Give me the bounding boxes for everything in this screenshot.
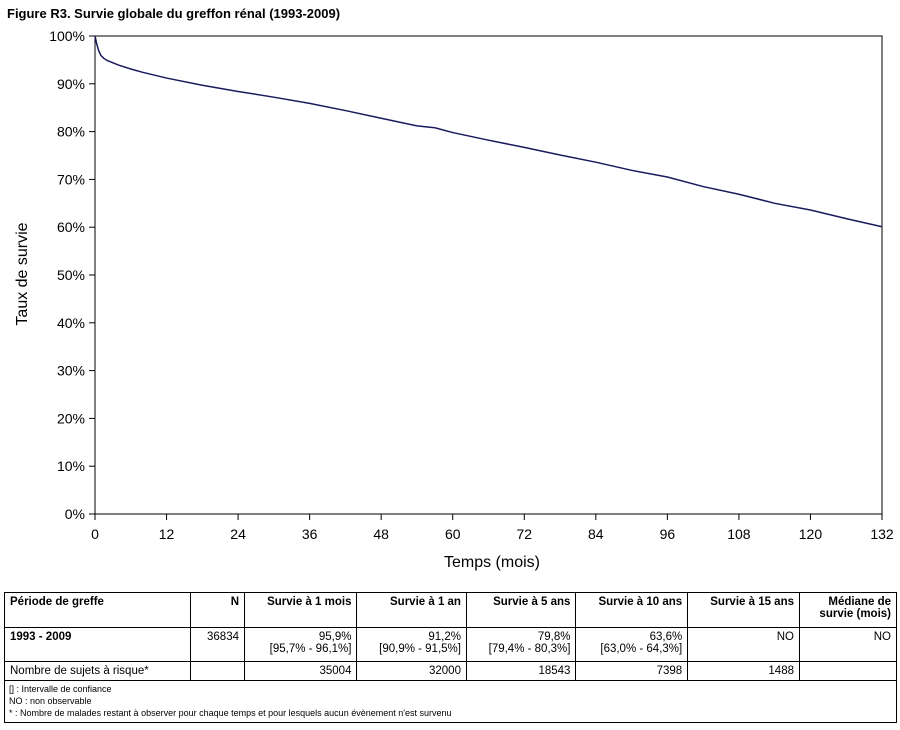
confidence-interval: [90,9% - 91,5%] [379,643,461,655]
y-tick-label: 40% [57,315,85,331]
y-tick-label: 50% [57,267,85,283]
confidence-interval: [63,0% - 64,3%] [600,643,683,655]
table-row: 1993 - 2009 36834 95,9% [95,7% - 96,1%] 9… [4,627,897,662]
x-tick-label: 108 [727,526,751,542]
x-tick-label: 132 [870,526,894,542]
y-axis-title: Taux de survie [14,222,31,325]
survival-chart: 0% 10% 20% 30% 40% 50% 60% 70% 80% 90% 100% 0 12 24 3… [14,28,894,571]
cell-at-risk-median [799,661,897,681]
cell-survival-1-month: 95,9% [95,7% - 96,1%] [243,627,358,662]
header-survival-15-years: Survie à 15 ans [687,592,800,628]
x-tick-label: 60 [445,526,461,542]
cell-at-risk-1-month: 35004 [243,661,358,681]
y-tick-label: 10% [57,458,85,474]
cell-survival-5-years: 79,8% [79,4% - 80,3%] [465,627,577,662]
header-survival-1-month: Survie à 1 mois [243,592,358,628]
cell-at-risk-5-years: 18543 [465,661,577,681]
y-tick-label: 60% [57,219,85,235]
note-at-risk: * : Nombre de malades restant à observer… [9,708,452,718]
cell-at-risk-1-year: 32000 [356,661,467,681]
x-tick-label: 72 [516,526,532,542]
x-axis: 0 12 24 36 48 60 72 84 96 108 120 132 [91,514,894,542]
x-tick-label: 24 [230,526,246,542]
plot-frame [94,35,883,515]
table-notes: [] : Intervalle de confiance NO : non ob… [4,680,897,723]
header-survival-10-years: Survie à 10 ans [575,592,689,628]
y-tick-label: 80% [57,124,85,140]
x-tick-label: 84 [588,526,604,542]
results-table: Période de greffe N Survie à 1 mois Surv… [4,592,897,723]
x-axis-title: Temps (mois) [444,554,540,571]
figure-title: Figure R3. Survie globale du greffon rén… [7,6,341,21]
cell-at-risk-10-years: 7398 [575,661,689,681]
header-survival-5-years: Survie à 5 ans [465,592,577,628]
value: 79,8% [537,631,571,643]
cell-median-survival: NO [799,627,897,662]
value: 91,2% [428,631,461,643]
cell-at-risk-n [190,661,245,681]
cell-period: 1993 - 2009 [4,627,191,662]
x-tick-label: 120 [799,526,823,542]
survival-curve [94,35,883,228]
cell-at-risk-label: Nombre de sujets à risque* [4,661,191,681]
x-tick-label: 36 [302,526,318,542]
cell-survival-15-years: NO [687,627,800,662]
y-tick-label: 100% [49,28,85,44]
note-confidence-interval: [] : Intervalle de confiance [9,684,112,694]
header-median-survival: Médiane de survie (mois) [799,592,897,628]
header-period: Période de greffe [4,592,191,628]
note-not-observable: NO : non observable [9,696,92,706]
x-tick-label: 0 [91,526,99,542]
header-survival-1-year: Survie à 1 an [356,592,467,628]
table-row-at-risk: Nombre de sujets à risque* 35004 32000 1… [4,661,897,681]
cell-survival-1-year: 91,2% [90,9% - 91,5%] [356,627,467,662]
y-tick-label: 30% [57,363,85,379]
value: 95,9% [318,631,352,643]
y-tick-label: 70% [57,171,85,187]
header-n: N [190,592,245,628]
table-notes-row: [] : Intervalle de confiance NO : non ob… [4,680,897,723]
table-header-row: Période de greffe N Survie à 1 mois Surv… [4,592,897,628]
cell-n: 36834 [190,627,245,662]
x-tick-label: 48 [373,526,389,542]
y-tick-label: 0% [65,506,85,522]
x-tick-label: 12 [159,526,175,542]
value: 63,6% [649,631,683,643]
confidence-interval: [95,7% - 96,1%] [269,643,352,655]
y-tick-label: 20% [57,410,85,426]
x-tick-label: 96 [660,526,676,542]
cell-at-risk-15-years: 1488 [687,661,800,681]
y-axis: 0% 10% 20% 30% 40% 50% 60% 70% 80% 90% 100% [49,28,95,522]
y-tick-label: 90% [57,76,85,92]
confidence-interval: [79,4% - 80,3%] [488,643,571,655]
cell-survival-10-years: 63,6% [63,0% - 64,3%] [575,627,689,662]
